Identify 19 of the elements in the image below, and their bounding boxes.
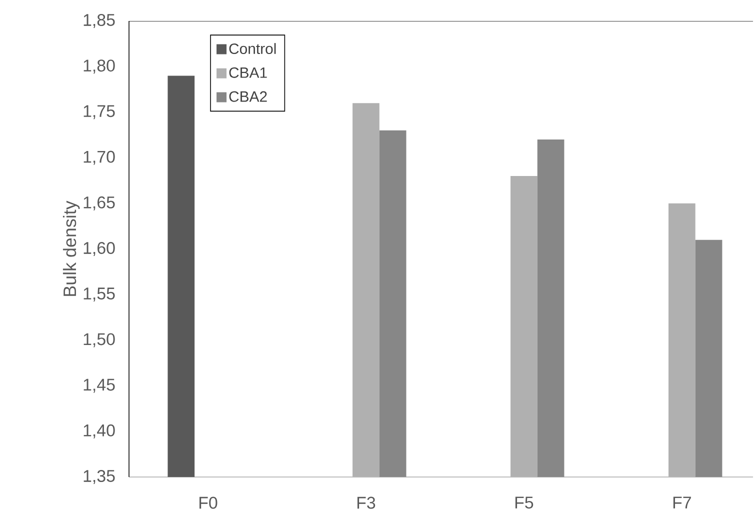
legend-label: CBA1 — [229, 67, 267, 78]
y-tick-label: 1,50 — [84, 333, 115, 348]
legend-label: CBA2 — [229, 91, 267, 102]
legend-label: Control — [229, 43, 276, 54]
x-tick-label: F7 — [673, 496, 691, 508]
y-tick-label: 1,65 — [84, 196, 115, 210]
x-tick-label: F5 — [515, 496, 534, 509]
y-tick-label: 1,70 — [84, 150, 115, 165]
y-tick-label: 1,75 — [84, 105, 115, 120]
y-tick-label: 1,80 — [84, 60, 115, 74]
y-tick-label: 1,85 — [84, 14, 115, 28]
y-tick-label: 1,45 — [84, 378, 115, 393]
y-tick-label: 1,55 — [84, 288, 115, 302]
y-axis-title: Bulk density — [62, 200, 80, 296]
y-tick-label: 1,35 — [84, 470, 115, 484]
x-tick-label: F3 — [357, 496, 376, 509]
y-tick-label: 1,60 — [84, 242, 115, 256]
x-tick-label: F0 — [200, 496, 218, 509]
y-tick-label: 1,40 — [84, 424, 115, 438]
